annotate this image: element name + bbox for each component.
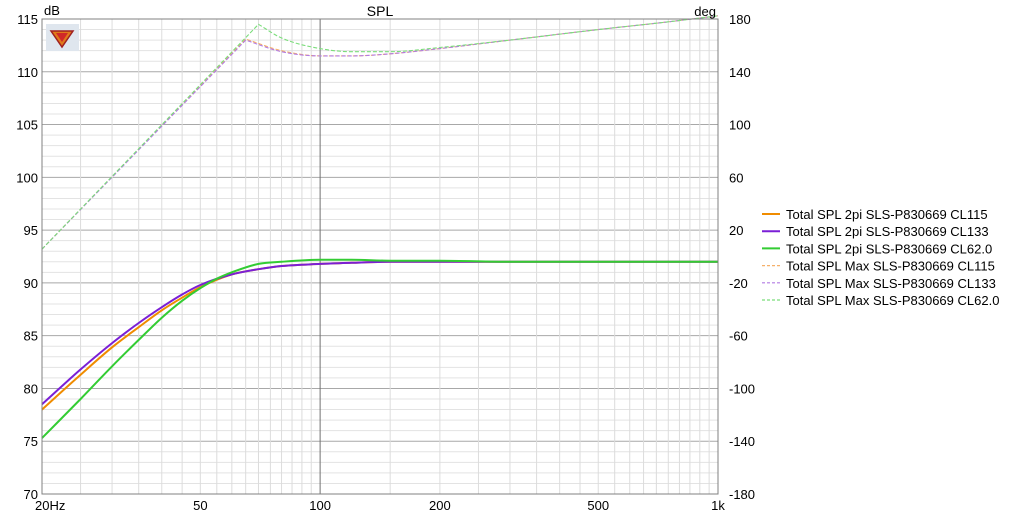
legend-label-4: Total SPL Max SLS-P830669 CL115 — [786, 259, 995, 274]
y-left-tick-label: 115 — [17, 12, 38, 27]
y-right-tick-label: -20 — [729, 276, 748, 291]
grid — [42, 19, 718, 494]
series-line-5 — [41, 15, 719, 250]
y-right-tick-label: -100 — [729, 381, 755, 396]
y-right-tick-label: 20 — [729, 223, 743, 238]
y-left-tick-label: 80 — [24, 381, 38, 396]
y-right-tick-label: 140 — [729, 65, 751, 80]
legend-label-6: Total SPL Max SLS-P830669 CL62.0 — [786, 293, 999, 308]
series-line-3 — [41, 258, 718, 439]
y-left-tick-label: 70 — [24, 487, 38, 502]
legend-label-2: Total SPL 2pi SLS-P830669 CL133 — [786, 224, 989, 239]
y-right-tick-label: 60 — [729, 170, 743, 185]
x-tick-label: 100 — [309, 498, 331, 512]
y-left-tick-label: 75 — [24, 434, 38, 449]
right-axis-unit: deg — [694, 4, 716, 19]
y-right-tick-label: -140 — [729, 434, 755, 449]
y-right-tick-label: 100 — [729, 118, 751, 133]
x-tick-label: 20Hz — [35, 498, 65, 512]
speaker-logo-icon — [46, 24, 79, 51]
legend-label-3: Total SPL 2pi SLS-P830669 CL62.0 — [786, 241, 992, 256]
plot-frame — [41, 18, 719, 495]
chart-title: SPL — [367, 3, 394, 19]
y-left-tick-label: 90 — [24, 276, 38, 291]
y-left-tick-label: 110 — [17, 65, 38, 80]
axis-ticks: 70 75 80 85 90 95 100 105 110 115 -180 -140 -100 -60 -… — [16, 12, 755, 512]
y-left-tick-label: 95 — [24, 223, 38, 238]
y-left-tick-label: 105 — [16, 118, 38, 133]
x-tick-label: 50 — [193, 498, 207, 512]
x-tick-label: 1k — [711, 498, 725, 512]
left-axis-unit: dB — [44, 3, 60, 18]
legend-label-1: Total SPL 2pi SLS-P830669 CL115 — [786, 207, 988, 222]
legend: Total SPL 2pi SLS-P830669 CL115 Total SPL… — [762, 207, 999, 308]
x-tick-label: 500 — [587, 498, 609, 512]
series-group — [41, 15, 719, 439]
y-left-tick-label: 100 — [16, 170, 38, 185]
series-line-6 — [41, 15, 719, 250]
legend-label-5: Total SPL Max SLS-P830669 CL133 — [786, 276, 996, 291]
y-left-tick-label: 85 — [24, 329, 38, 344]
y-right-tick-label: -60 — [729, 329, 748, 344]
y-right-tick-label: -180 — [729, 487, 755, 502]
y-right-tick-label: 180 — [729, 12, 751, 27]
x-tick-label: 200 — [429, 498, 451, 512]
